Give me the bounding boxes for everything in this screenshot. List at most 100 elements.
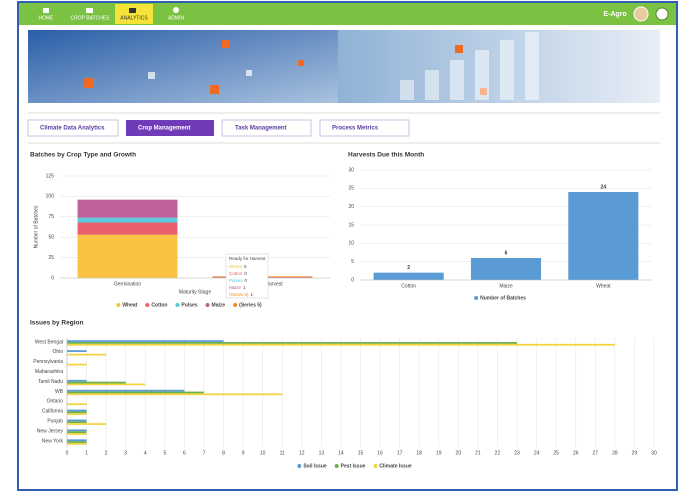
tooltip-value: 1 — [251, 292, 254, 297]
legend-label: Pulses — [181, 302, 197, 308]
legend-swatch — [373, 464, 378, 468]
tooltip-name: Cotton — [229, 271, 243, 276]
tooltip-value: 0 — [245, 278, 248, 283]
legend-swatch — [233, 303, 238, 307]
y-tick-label: Ontario — [47, 399, 64, 405]
legend-item: Climate Issue — [373, 463, 412, 469]
bar — [67, 409, 87, 412]
legend-swatch — [474, 296, 479, 300]
legend-label: Pest Issue — [341, 463, 366, 469]
y-tick-label: 20 — [348, 204, 354, 210]
bar-segment — [77, 222, 178, 235]
legend-swatch — [297, 464, 302, 468]
bar — [67, 429, 87, 432]
legend-item: Maize — [205, 302, 226, 308]
bar — [67, 441, 87, 443]
tooltip-value: 0 — [244, 271, 247, 276]
x-tick-label: 2 — [105, 450, 108, 456]
x-tick-label: Maize — [499, 283, 513, 289]
nav-item[interactable]: HOME — [39, 15, 55, 21]
y-tick-label: Ohio — [52, 349, 63, 355]
x-tick-label: 23 — [514, 450, 520, 456]
x-tick-label: 7 — [203, 450, 206, 456]
x-tick-label: 20 — [456, 450, 462, 456]
legend-swatch — [334, 464, 339, 468]
bar — [67, 353, 107, 356]
nav-item[interactable]: CROP BATCHES — [71, 15, 111, 21]
tab-label[interactable]: Climate Data Analytics — [40, 126, 105, 132]
x-tick-label: 21 — [475, 450, 481, 456]
legend-label: (Series 5) — [239, 302, 262, 308]
y-tick-label: 100 — [46, 194, 55, 200]
tooltip-value: 1 — [243, 285, 246, 290]
frame — [17, 1, 678, 491]
bar — [67, 342, 518, 344]
nav-item[interactable]: ANALYTICS — [120, 15, 148, 21]
value-label: 6 — [505, 250, 508, 256]
x-tick-label: Germination — [114, 281, 141, 287]
x-tick-label: 4 — [144, 450, 147, 456]
bar — [67, 393, 283, 396]
x-tick-label: 13 — [319, 450, 325, 456]
y-tick-label: California — [42, 409, 63, 415]
legend-swatch — [205, 303, 210, 307]
legend-label: Wheat — [122, 302, 137, 308]
y-tick-label: 25 — [348, 186, 354, 192]
tab[interactable] — [319, 119, 410, 137]
nav-icons — [43, 7, 179, 13]
x-tick-label: 24 — [534, 450, 540, 456]
tab-label[interactable]: Crop Management — [138, 126, 190, 132]
tooltip-box — [225, 253, 269, 299]
x-tick-label: Wheat — [596, 283, 611, 289]
tooltip-title: Ready for Harvest — [229, 256, 266, 261]
y-tick-label: New York — [42, 438, 64, 444]
y-tick-label: Tamil Nadu — [38, 379, 63, 385]
nav-item[interactable]: ADMIN — [168, 15, 185, 21]
legend-item: Soil Issue — [297, 463, 327, 469]
x-axis-title: Maturity Stage — [179, 289, 211, 295]
bar — [67, 379, 87, 382]
y-tick-label: 50 — [48, 235, 54, 241]
tab[interactable] — [221, 119, 312, 137]
legend-item: (Series 5) — [233, 302, 262, 308]
tooltip-name: (Series 5) — [229, 292, 249, 297]
bar — [67, 391, 204, 394]
y-tick-label: 125 — [46, 173, 55, 179]
bar — [67, 421, 87, 424]
tooltip-name: Wheat — [229, 264, 243, 269]
bar — [67, 419, 87, 422]
bar — [67, 413, 87, 416]
bar — [67, 343, 615, 346]
tab-label[interactable]: Task Management — [235, 126, 287, 132]
tab-label[interactable]: Process Metrics — [332, 126, 379, 132]
legend-label: Maize — [212, 302, 226, 308]
bar — [470, 258, 542, 280]
y-tick-label: 5 — [351, 259, 354, 265]
bar — [67, 389, 185, 392]
bar-segment — [77, 234, 178, 278]
legend-swatch — [145, 303, 150, 307]
chart-title: Batches by Crop Type and Growth — [30, 152, 136, 159]
x-tick-label: 15 — [358, 450, 364, 456]
x-tick-label: 5 — [163, 450, 166, 456]
tooltip-name: Pulses — [229, 278, 243, 283]
tab-active[interactable] — [126, 120, 214, 136]
settings-icon[interactable] — [655, 7, 669, 21]
x-tick-label: 9 — [242, 450, 245, 456]
y-tick-label: 10 — [348, 241, 354, 247]
x-tick-label: 11 — [280, 450, 285, 456]
bar — [67, 411, 87, 414]
bar — [67, 340, 224, 343]
x-tick-label: 12 — [299, 450, 305, 456]
legend-label: Cotton — [151, 302, 167, 308]
tab[interactable] — [27, 119, 119, 137]
brand: E-Agro — [603, 11, 626, 18]
x-tick-label: Cotton — [401, 283, 416, 289]
y-tick-label: 0 — [51, 275, 54, 281]
avatar[interactable] — [633, 6, 649, 22]
legend-item: Pest Issue — [334, 463, 366, 469]
x-tick-label: 0 — [66, 450, 69, 456]
nav-active — [115, 4, 153, 24]
y-tick-label: 30 — [348, 167, 354, 173]
legend-item: Cotton — [145, 302, 167, 308]
